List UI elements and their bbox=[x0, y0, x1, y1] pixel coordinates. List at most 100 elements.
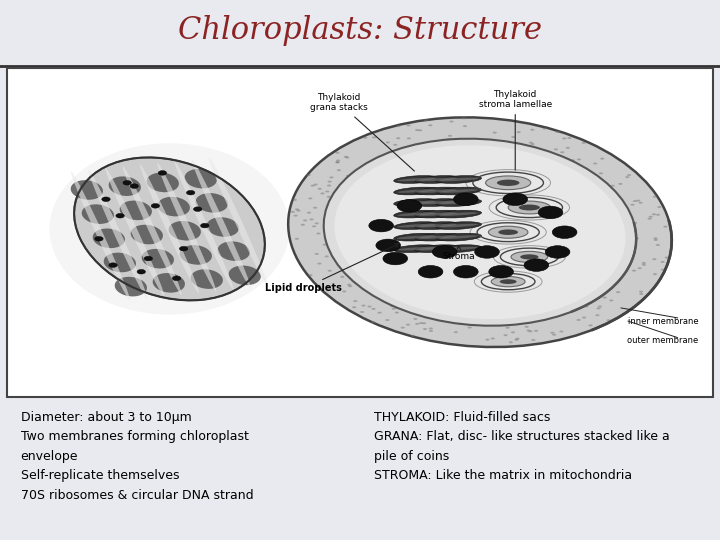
Ellipse shape bbox=[337, 169, 341, 171]
Ellipse shape bbox=[122, 166, 181, 295]
Ellipse shape bbox=[639, 291, 643, 293]
Ellipse shape bbox=[566, 147, 570, 149]
Ellipse shape bbox=[347, 284, 351, 286]
Ellipse shape bbox=[418, 224, 456, 227]
Ellipse shape bbox=[432, 246, 457, 258]
Ellipse shape bbox=[308, 274, 312, 276]
Ellipse shape bbox=[390, 305, 394, 307]
Ellipse shape bbox=[415, 210, 460, 218]
Ellipse shape bbox=[328, 181, 332, 183]
Ellipse shape bbox=[454, 331, 458, 333]
Ellipse shape bbox=[514, 339, 518, 341]
Ellipse shape bbox=[158, 197, 190, 217]
Ellipse shape bbox=[397, 189, 436, 193]
Ellipse shape bbox=[525, 326, 528, 328]
Ellipse shape bbox=[447, 138, 451, 140]
Ellipse shape bbox=[186, 191, 195, 195]
Ellipse shape bbox=[397, 212, 436, 216]
Ellipse shape bbox=[488, 226, 528, 238]
Ellipse shape bbox=[508, 201, 551, 214]
Ellipse shape bbox=[637, 267, 642, 269]
Ellipse shape bbox=[327, 196, 331, 198]
Ellipse shape bbox=[509, 341, 513, 343]
Ellipse shape bbox=[440, 178, 478, 181]
Ellipse shape bbox=[418, 235, 456, 239]
Ellipse shape bbox=[415, 245, 460, 253]
Ellipse shape bbox=[371, 321, 375, 323]
Ellipse shape bbox=[463, 125, 467, 127]
Ellipse shape bbox=[440, 247, 478, 251]
Ellipse shape bbox=[392, 308, 396, 309]
Ellipse shape bbox=[556, 131, 559, 133]
Ellipse shape bbox=[114, 277, 147, 296]
Ellipse shape bbox=[595, 314, 600, 316]
Ellipse shape bbox=[567, 137, 572, 139]
Ellipse shape bbox=[552, 334, 557, 336]
Ellipse shape bbox=[418, 189, 456, 193]
Ellipse shape bbox=[422, 142, 426, 144]
Ellipse shape bbox=[577, 158, 581, 160]
Ellipse shape bbox=[168, 221, 201, 240]
Ellipse shape bbox=[315, 253, 319, 255]
Ellipse shape bbox=[599, 172, 603, 174]
Ellipse shape bbox=[611, 185, 615, 187]
Ellipse shape bbox=[394, 233, 439, 241]
Ellipse shape bbox=[372, 137, 377, 138]
Ellipse shape bbox=[336, 152, 340, 154]
Ellipse shape bbox=[116, 213, 125, 218]
Ellipse shape bbox=[385, 319, 390, 321]
Ellipse shape bbox=[528, 330, 533, 333]
Ellipse shape bbox=[325, 205, 330, 207]
Ellipse shape bbox=[665, 256, 669, 259]
Ellipse shape bbox=[415, 323, 419, 325]
Ellipse shape bbox=[386, 141, 390, 144]
Ellipse shape bbox=[531, 143, 535, 145]
Ellipse shape bbox=[418, 212, 456, 216]
Ellipse shape bbox=[346, 175, 350, 177]
Ellipse shape bbox=[174, 161, 233, 290]
Ellipse shape bbox=[329, 177, 333, 178]
Ellipse shape bbox=[310, 219, 314, 220]
Ellipse shape bbox=[153, 273, 185, 293]
Ellipse shape bbox=[596, 307, 600, 309]
Ellipse shape bbox=[627, 174, 631, 176]
Ellipse shape bbox=[585, 306, 588, 307]
Ellipse shape bbox=[485, 339, 490, 341]
Ellipse shape bbox=[530, 129, 534, 131]
Ellipse shape bbox=[192, 159, 251, 288]
Ellipse shape bbox=[503, 193, 528, 206]
Ellipse shape bbox=[418, 130, 423, 131]
Text: THYLAKOID: Fluid-filled sacs
GRANA: Flat, disc- like structures stacked like a
p: THYLAKOID: Fluid-filled sacs GRANA: Flat… bbox=[374, 410, 670, 482]
Ellipse shape bbox=[411, 335, 415, 337]
Ellipse shape bbox=[630, 204, 634, 206]
Ellipse shape bbox=[554, 148, 558, 150]
Ellipse shape bbox=[505, 327, 510, 329]
Ellipse shape bbox=[485, 176, 531, 190]
Ellipse shape bbox=[459, 319, 462, 321]
Ellipse shape bbox=[407, 137, 411, 139]
Ellipse shape bbox=[201, 224, 209, 228]
Ellipse shape bbox=[428, 124, 433, 126]
Ellipse shape bbox=[440, 224, 478, 227]
Ellipse shape bbox=[498, 230, 518, 235]
Ellipse shape bbox=[603, 288, 608, 291]
Ellipse shape bbox=[661, 269, 665, 271]
Ellipse shape bbox=[397, 178, 436, 181]
Ellipse shape bbox=[524, 259, 549, 272]
Ellipse shape bbox=[639, 293, 644, 295]
Ellipse shape bbox=[559, 314, 564, 315]
Ellipse shape bbox=[632, 269, 636, 272]
Ellipse shape bbox=[196, 193, 228, 213]
Ellipse shape bbox=[500, 279, 517, 284]
Ellipse shape bbox=[288, 117, 672, 347]
Ellipse shape bbox=[294, 238, 299, 240]
Ellipse shape bbox=[445, 141, 449, 143]
Ellipse shape bbox=[137, 269, 145, 274]
Ellipse shape bbox=[315, 222, 319, 225]
Ellipse shape bbox=[639, 202, 643, 204]
Ellipse shape bbox=[93, 228, 125, 248]
Text: inner membrane: inner membrane bbox=[628, 316, 698, 326]
Ellipse shape bbox=[360, 311, 364, 313]
Ellipse shape bbox=[511, 251, 548, 262]
Ellipse shape bbox=[71, 171, 130, 300]
